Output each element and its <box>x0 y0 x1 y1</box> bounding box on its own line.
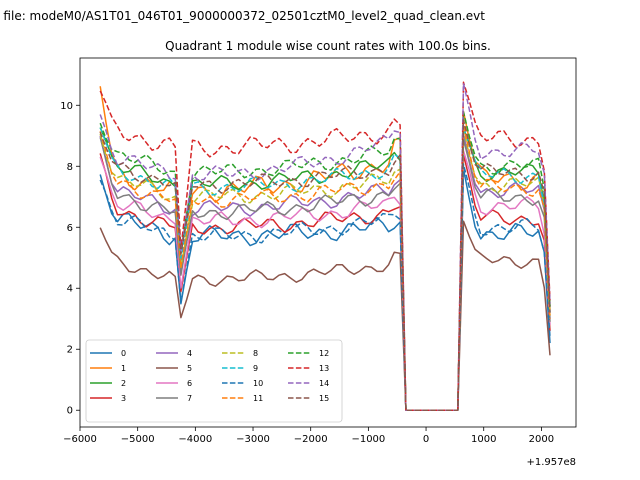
y-tick-label: 10 <box>60 101 73 112</box>
series-line-13 <box>99 81 551 411</box>
y-tick-label: 6 <box>67 223 73 234</box>
legend-label-6: 6 <box>187 379 192 388</box>
x-tick-label: 1000 <box>471 434 496 445</box>
legend-label-7: 7 <box>187 394 192 403</box>
legend-label-5: 5 <box>187 364 192 373</box>
series-line-11 <box>99 124 551 411</box>
series-line-5 <box>99 220 551 411</box>
plot-frame <box>79 57 577 428</box>
legend-label-4: 4 <box>187 349 192 358</box>
legend-label-15: 15 <box>319 394 329 403</box>
legend-label-9: 9 <box>253 364 258 373</box>
series-line-15 <box>99 119 551 411</box>
legend-label-2: 2 <box>121 379 126 388</box>
plot-lines <box>99 81 551 411</box>
y-tick-label: 8 <box>67 162 73 173</box>
x-tick-label: 2000 <box>529 434 554 445</box>
legend-label-3: 3 <box>121 394 126 403</box>
y-axis: 0 2 4 6 8 10 <box>60 101 80 417</box>
legend-box <box>85 339 343 423</box>
series-line-14 <box>99 82 551 411</box>
series-line-7 <box>99 137 551 411</box>
series-line-4 <box>99 133 551 411</box>
legend-label-14: 14 <box>319 379 329 388</box>
series-line-0 <box>99 168 551 411</box>
legend-label-13: 13 <box>319 364 329 373</box>
x-tick-label: −5000 <box>121 434 155 445</box>
y-tick-label: 2 <box>67 345 73 356</box>
y-tick-label: 4 <box>67 284 73 295</box>
y-tick-label: 0 <box>67 406 73 417</box>
x-tick-label: −1000 <box>351 434 385 445</box>
x-tick-label: 0 <box>423 434 429 445</box>
x-tick-label: −3000 <box>236 434 270 445</box>
x-tick-label: −2000 <box>294 434 328 445</box>
chart-suptitle: n file: modeM0/AS1T01_046T01_9000000372_… <box>0 9 485 23</box>
legend-label-12: 12 <box>319 349 329 358</box>
series-line-10 <box>99 163 551 411</box>
x-offset-text: +1.957e8 <box>526 457 576 468</box>
legend-label-0: 0 <box>121 349 126 358</box>
x-tick-label: −4000 <box>178 434 212 445</box>
legend-label-10: 10 <box>253 379 263 388</box>
legend-label-11: 11 <box>253 394 263 403</box>
x-axis: −6000 −5000 −4000 −3000 −2000 −1000 0 1000 2000 <box>63 427 554 445</box>
chart-title: Quadrant 1 module wise count rates with … <box>165 39 491 53</box>
legend-label-8: 8 <box>253 349 258 358</box>
x-tick-label: −6000 <box>63 434 97 445</box>
series-line-6 <box>99 150 551 411</box>
legend-label-1: 1 <box>121 364 126 373</box>
series-line-12 <box>99 111 551 411</box>
